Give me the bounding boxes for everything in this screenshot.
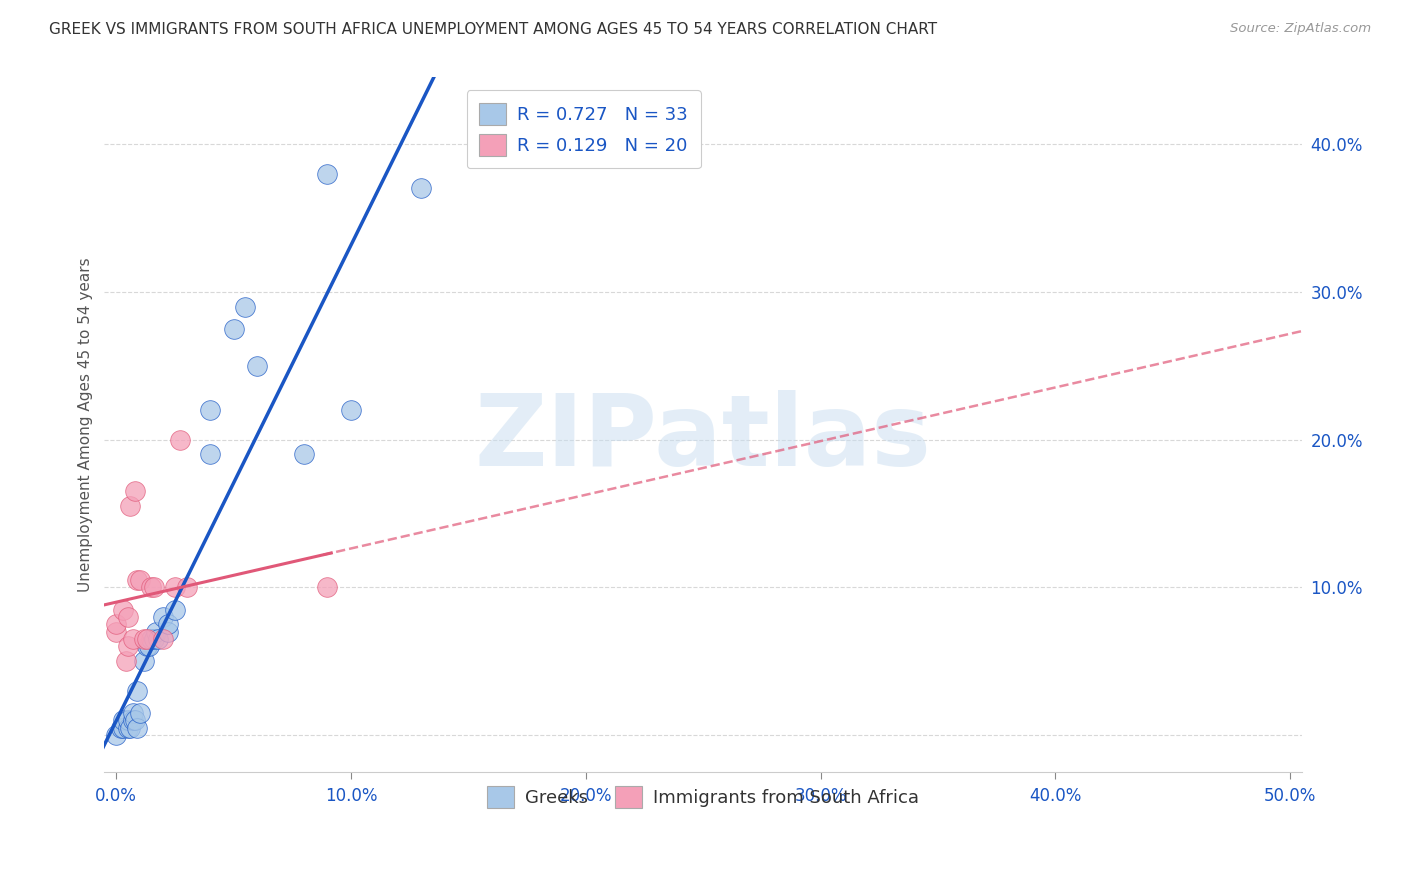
Point — [316, 580, 339, 594]
Point — [117, 610, 139, 624]
Point — [128, 706, 150, 720]
Point — [105, 728, 128, 742]
Point — [198, 403, 221, 417]
Point — [163, 602, 186, 616]
Point — [135, 640, 157, 654]
Text: ZIPatlas: ZIPatlas — [475, 390, 932, 487]
Point — [128, 573, 150, 587]
Point — [292, 447, 315, 461]
Point — [124, 714, 146, 728]
Point — [135, 632, 157, 646]
Point — [152, 632, 174, 646]
Point — [233, 300, 256, 314]
Point — [246, 359, 269, 373]
Point — [105, 624, 128, 639]
Point — [169, 433, 191, 447]
Point — [114, 654, 136, 668]
Point — [121, 714, 143, 728]
Point — [117, 721, 139, 735]
Point — [340, 403, 363, 417]
Point — [411, 181, 433, 195]
Point — [148, 632, 170, 646]
Point — [120, 499, 142, 513]
Point — [156, 624, 179, 639]
Point — [121, 706, 143, 720]
Point — [127, 683, 149, 698]
Point — [112, 714, 135, 728]
Point — [152, 610, 174, 624]
Point — [105, 617, 128, 632]
Y-axis label: Unemployment Among Ages 45 to 54 years: Unemployment Among Ages 45 to 54 years — [79, 258, 93, 592]
Point — [127, 721, 149, 735]
Point — [198, 447, 221, 461]
Legend: Greeks, Immigrants from South Africa: Greeks, Immigrants from South Africa — [479, 779, 927, 815]
Point — [134, 632, 156, 646]
Point — [141, 632, 163, 646]
Point — [142, 632, 165, 646]
Point — [176, 580, 198, 594]
Point — [112, 721, 135, 735]
Point — [121, 632, 143, 646]
Point — [117, 640, 139, 654]
Point — [110, 721, 132, 735]
Text: Source: ZipAtlas.com: Source: ZipAtlas.com — [1230, 22, 1371, 36]
Text: GREEK VS IMMIGRANTS FROM SOUTH AFRICA UNEMPLOYMENT AMONG AGES 45 TO 54 YEARS COR: GREEK VS IMMIGRANTS FROM SOUTH AFRICA UN… — [49, 22, 938, 37]
Point — [127, 573, 149, 587]
Point — [117, 714, 139, 728]
Point — [138, 640, 160, 654]
Point — [145, 624, 167, 639]
Point — [142, 580, 165, 594]
Point — [156, 617, 179, 632]
Point — [134, 654, 156, 668]
Point — [112, 602, 135, 616]
Point — [124, 484, 146, 499]
Point — [120, 721, 142, 735]
Point — [222, 321, 245, 335]
Point — [141, 580, 163, 594]
Point — [316, 167, 339, 181]
Point — [163, 580, 186, 594]
